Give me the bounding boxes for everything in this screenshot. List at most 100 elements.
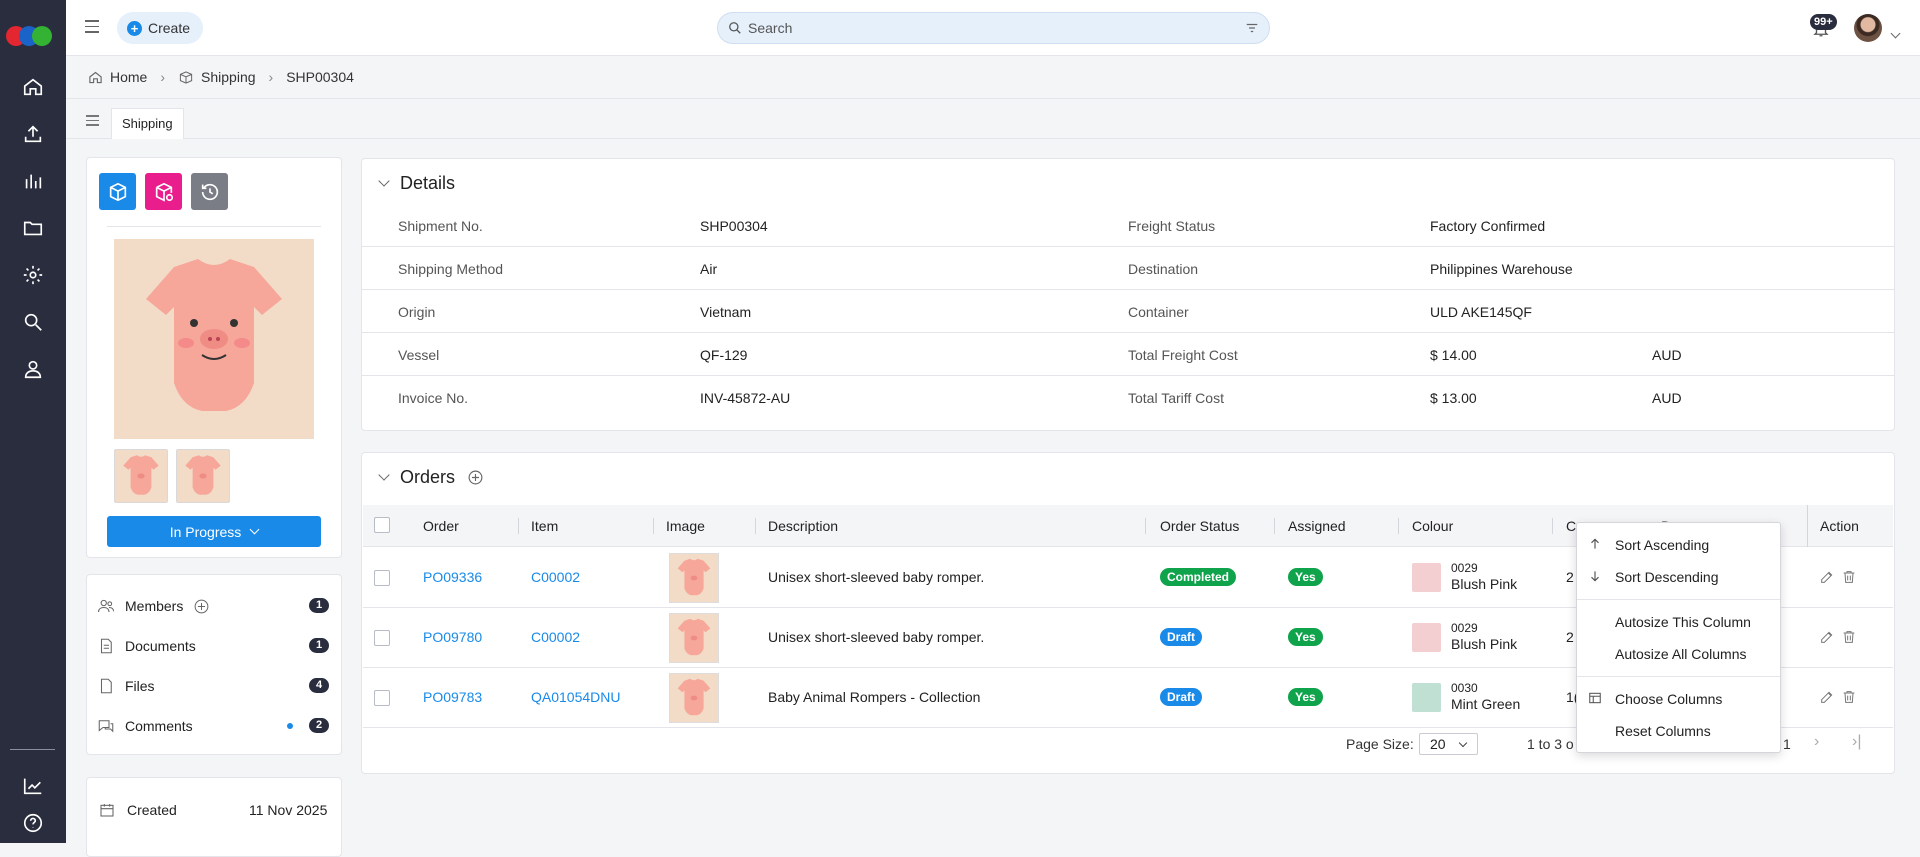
hamburger-icon[interactable] [85, 20, 99, 33]
page-size-value: 20 [1430, 736, 1446, 752]
menu-sort-descending[interactable]: Sort Descending [1615, 569, 1719, 585]
row-checkbox[interactable] [374, 690, 390, 706]
column-separator[interactable] [1274, 518, 1275, 534]
menu-autosize-all[interactable]: Autosize All Columns [1615, 646, 1747, 662]
product-image[interactable] [114, 239, 314, 439]
row-checkbox[interactable] [374, 570, 390, 586]
details-row: Invoice No. INV-45872-AU Total Tariff Cost… [362, 376, 1894, 419]
search-bar[interactable]: Search [717, 12, 1270, 44]
package-settings-icon[interactable] [145, 173, 182, 210]
item-link[interactable]: C00002 [531, 569, 581, 585]
table-row[interactable]: PO09783 QA01054DNU Baby Animal Rompers - C… [363, 668, 1893, 728]
menu-choose-columns[interactable]: Choose Columns [1615, 691, 1723, 707]
row-checkbox[interactable] [374, 630, 390, 646]
colour-name: Blush Pink [1451, 636, 1518, 652]
thumbnail[interactable] [176, 449, 230, 503]
sidebar-item-comments[interactable]: Comments 2 [97, 715, 329, 737]
members-icon [97, 599, 115, 613]
folder-icon[interactable] [20, 215, 46, 241]
search-input[interactable]: Search [748, 20, 793, 36]
menu-sort-ascending[interactable]: Sort Ascending [1615, 537, 1710, 553]
upload-icon[interactable] [20, 121, 46, 147]
select-all-checkbox[interactable] [374, 517, 390, 533]
edit-icon[interactable] [1819, 689, 1835, 708]
status-badge: Completed [1160, 568, 1237, 586]
col-colour[interactable]: Colour [1412, 518, 1454, 534]
item-image[interactable] [669, 613, 719, 663]
next-page-icon[interactable]: › [1814, 733, 1820, 750]
thumbnail[interactable] [114, 449, 168, 503]
status-dropdown[interactable]: In Progress [107, 516, 321, 547]
item-link[interactable]: C00002 [531, 629, 581, 645]
assigned-badge: Yes [1288, 568, 1323, 586]
home-icon[interactable] [20, 74, 46, 100]
column-separator[interactable] [518, 518, 519, 534]
chart-icon[interactable] [20, 168, 46, 194]
table-row[interactable]: PO09336 C00002 Unisex short-sleeved baby r… [363, 548, 1893, 608]
page-size-select[interactable]: 20 [1419, 733, 1478, 755]
col-order[interactable]: Order [423, 518, 459, 534]
col-image[interactable]: Image [666, 518, 705, 534]
col-item[interactable]: Item [531, 518, 559, 534]
column-separator[interactable] [755, 518, 756, 534]
create-button[interactable]: + Create [117, 12, 203, 44]
list-icon[interactable] [86, 115, 99, 126]
item-link[interactable]: QA01054DNU [531, 689, 621, 705]
field-value: Air [700, 261, 718, 277]
item-image[interactable] [669, 673, 719, 723]
search-icon[interactable] [20, 309, 46, 335]
edit-icon[interactable] [1819, 629, 1835, 648]
col-order-status[interactable]: Order Status [1160, 518, 1240, 534]
history-icon[interactable] [191, 173, 228, 210]
field-value: ULD AKE145QF [1430, 304, 1532, 320]
tab-shipping[interactable]: Shipping [111, 108, 184, 139]
chevron-down-icon[interactable] [1890, 24, 1901, 40]
col-c[interactable]: C [1566, 518, 1577, 534]
orders-header[interactable]: Orders [378, 467, 484, 488]
breadcrumb-shipping[interactable]: Shipping [201, 69, 256, 85]
details-row: Shipment No. SHP00304 Freight Status Factor… [362, 204, 1894, 247]
sidebar-item-members[interactable]: Members 1 [97, 595, 329, 617]
trash-icon[interactable] [1841, 629, 1857, 648]
filter-icon[interactable] [1245, 21, 1259, 35]
sidebar-item-files[interactable]: Files 4 [97, 675, 329, 697]
order-link[interactable]: PO09780 [423, 629, 483, 645]
menu-autosize-column[interactable]: Autosize This Column [1615, 614, 1751, 630]
order-link[interactable]: PO09336 [423, 569, 483, 585]
column-separator[interactable] [1552, 518, 1553, 534]
gear-icon[interactable] [20, 262, 46, 288]
package-icon[interactable] [99, 173, 136, 210]
top-bar: + Create Search 99+ [66, 0, 1920, 56]
menu-reset-columns[interactable]: Reset Columns [1615, 723, 1711, 739]
trash-icon[interactable] [1841, 689, 1857, 708]
sidebar-item-documents[interactable]: Documents 1 [97, 635, 329, 657]
column-separator[interactable] [653, 518, 654, 534]
field-value: Philippines Warehouse [1430, 261, 1573, 277]
count-badge: 1 [309, 598, 329, 613]
app-logo[interactable] [6, 26, 60, 48]
item-image[interactable] [669, 553, 719, 603]
column-separator[interactable] [1398, 518, 1399, 534]
user-icon[interactable] [20, 356, 46, 382]
edit-icon[interactable] [1819, 569, 1835, 588]
trash-icon[interactable] [1841, 569, 1857, 588]
report-icon[interactable] [20, 773, 46, 799]
cell-c: 2 [1566, 569, 1574, 585]
sidebar-item-label: Files [125, 678, 155, 694]
add-member-icon[interactable] [193, 598, 210, 615]
details-card [361, 158, 1895, 431]
col-description[interactable]: Description [768, 518, 839, 534]
sidebar-item-label: Comments [125, 718, 193, 734]
order-link[interactable]: PO09783 [423, 689, 483, 705]
column-separator[interactable] [1145, 518, 1146, 534]
last-page-icon[interactable]: ›| [1852, 733, 1862, 750]
table-row[interactable]: PO09780 C00002 Unisex short-sleeved baby r… [363, 608, 1893, 668]
add-order-icon[interactable] [467, 469, 484, 486]
breadcrumb-home[interactable]: Home [110, 69, 148, 85]
avatar[interactable] [1854, 14, 1882, 42]
comments-icon [98, 720, 114, 733]
details-header[interactable]: Details [378, 173, 455, 194]
description: Unisex short-sleeved baby romper. [768, 569, 985, 585]
col-assigned[interactable]: Assigned [1288, 518, 1346, 534]
help-icon[interactable] [20, 810, 46, 836]
